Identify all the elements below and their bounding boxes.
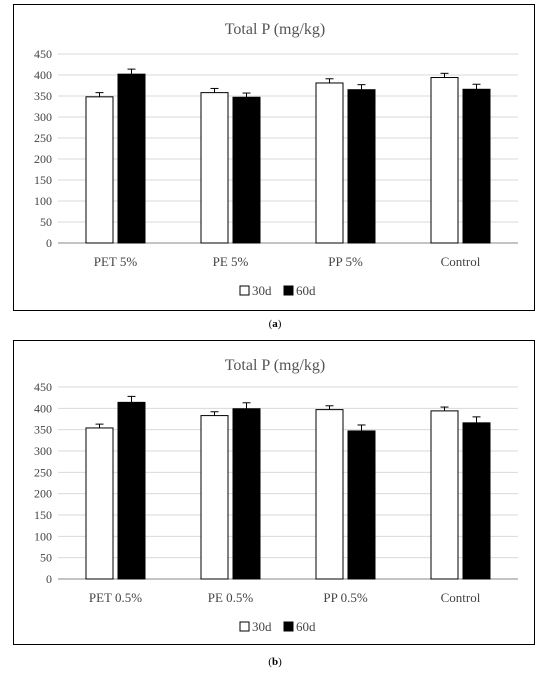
y-tick-label: 300 xyxy=(34,110,52,124)
x-tick-label: Control xyxy=(441,590,481,605)
y-tick-label: 350 xyxy=(34,423,52,437)
bar-60d xyxy=(462,422,491,580)
chart-panel-b: Total P (mg/kg) 0 50 100 150 200 250 300 350 400 4… xyxy=(13,340,535,645)
legend-swatch-60d xyxy=(283,621,294,632)
y-tick-label: 450 xyxy=(34,47,52,61)
x-tick-label: PP 5% xyxy=(328,254,363,269)
y-tick-label: 100 xyxy=(34,194,52,208)
bar-30d xyxy=(430,410,459,580)
bar-60d xyxy=(462,88,491,244)
panel-label-a: (a) xyxy=(268,318,282,330)
legend-swatch-30d xyxy=(239,621,250,632)
y-tick-label: 0 xyxy=(46,572,52,586)
bar-60d xyxy=(347,430,376,580)
bar-30d xyxy=(200,415,229,580)
bar-30d xyxy=(200,92,229,244)
y-tick-label: 200 xyxy=(34,152,52,166)
y-tick-label: 150 xyxy=(34,508,52,522)
bar-30d xyxy=(85,96,114,244)
x-tick-label: PE 5% xyxy=(213,254,249,269)
y-tick-label: 50 xyxy=(40,551,52,565)
bar-60d xyxy=(232,408,261,580)
y-tick-label: 250 xyxy=(34,131,52,145)
y-tick-label: 200 xyxy=(34,487,52,501)
chart-panel-a: Total P (mg/kg) 0 50 100 150 200 250 300 350 400 4… xyxy=(13,4,535,311)
legend-label: 30d xyxy=(252,619,272,634)
x-tick-label: PET 0.5% xyxy=(89,590,142,605)
legend-label: 60d xyxy=(296,283,316,298)
y-tick-label: 100 xyxy=(34,529,52,543)
legend-label: 30d xyxy=(252,283,272,298)
bar-60d xyxy=(232,96,261,244)
legend-swatch-30d xyxy=(239,285,250,296)
bar-60d xyxy=(117,73,146,244)
y-tick-label: 0 xyxy=(46,236,52,250)
chart-title: Total P (mg/kg) xyxy=(225,21,326,38)
x-tick-label: PET 5% xyxy=(94,254,138,269)
y-tick-label: 50 xyxy=(40,215,52,229)
y-tick-label: 400 xyxy=(34,68,52,82)
bar-30d xyxy=(315,409,344,580)
bar-30d xyxy=(85,427,114,580)
y-tick-label: 250 xyxy=(34,465,52,479)
x-tick-label: PP 0.5% xyxy=(323,590,367,605)
legend-swatch-60d xyxy=(283,285,294,296)
x-tick-label: Control xyxy=(441,254,481,269)
bar-30d xyxy=(430,77,459,244)
y-tick-label: 400 xyxy=(34,401,52,415)
panel-label-b: (b) xyxy=(268,656,282,668)
y-tick-label: 350 xyxy=(34,89,52,103)
y-tick-label: 450 xyxy=(34,380,52,394)
chart-title: Total P (mg/kg) xyxy=(225,357,326,374)
bar-chart-b: Total P (mg/kg) 0 50 100 150 200 250 300 350 400 4… xyxy=(34,357,518,634)
bar-30d xyxy=(315,82,344,244)
y-tick-label: 150 xyxy=(34,173,52,187)
legend-label: 60d xyxy=(296,619,316,634)
bar-60d xyxy=(117,401,146,580)
y-tick-label: 300 xyxy=(34,444,52,458)
x-tick-label: PE 0.5% xyxy=(208,590,254,605)
bar-chart-a: Total P (mg/kg) 0 50 100 150 200 250 300 350 400 4… xyxy=(34,21,518,298)
bar-60d xyxy=(347,89,376,244)
